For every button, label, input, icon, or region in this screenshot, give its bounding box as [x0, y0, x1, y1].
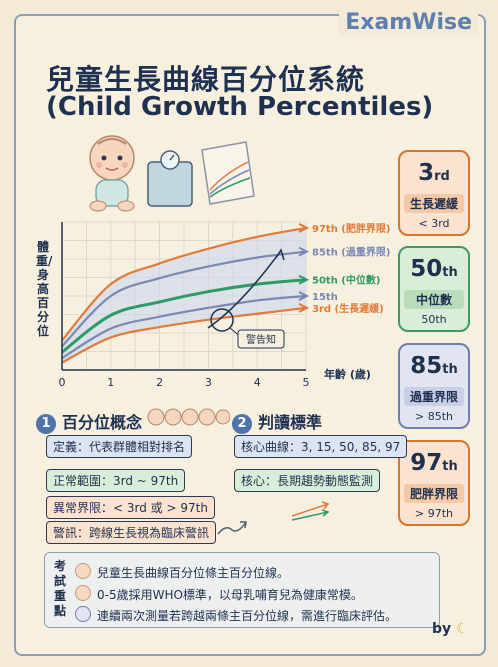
- series-label: 97th (肥胖界限): [312, 222, 390, 235]
- trend-up-icon: [217, 521, 247, 535]
- x-tick-label: 4: [254, 376, 261, 389]
- growth-chart: 0 1 2 3 4 5 97th (肥胖界限) 85th (過重界限) 50th (中位數) 1…: [59, 221, 390, 389]
- criteria-core-curves: 核心曲線：3, 15, 50, 85, 97: [234, 435, 408, 458]
- criteria-trend-monitoring: 核心：長期趨勢動態監測: [234, 469, 381, 492]
- card-85th: 85th 過重界限 > 85th: [398, 343, 470, 429]
- series-arrowhead: [298, 223, 310, 233]
- series-arrowhead: [298, 274, 310, 285]
- concept-abnormal-limit: 異常界限：< 3rd 或 > 97th: [46, 496, 215, 519]
- card-3rd: 3rd 生長遲緩 < 3rd: [398, 150, 470, 236]
- series-line: [61, 294, 307, 360]
- brand-logo: ExamWise: [339, 10, 478, 35]
- card-50th: 50th 中位數 50th: [398, 246, 470, 332]
- chart-arrowhead: [275, 248, 285, 261]
- baby-illustration: [89, 135, 135, 212]
- series-line: [61, 278, 307, 354]
- card-97th: 97th 肥胖界限 > 97th: [398, 440, 470, 526]
- card-50th-value: 50th: [421, 313, 447, 326]
- series-arrowhead: [298, 302, 310, 313]
- series-arrowhead: [298, 246, 310, 257]
- card-3rd-number: 3rd: [418, 160, 450, 186]
- x-tick-label: 2: [156, 376, 163, 389]
- series-label: 15th: [312, 292, 338, 303]
- byline: by ☾: [432, 621, 469, 637]
- trend-arrows-icon: [291, 501, 330, 521]
- chart-paper-illustration: [201, 141, 255, 205]
- series-line: [61, 250, 307, 348]
- section1-heading: 1 百分位概念: [36, 409, 142, 434]
- series-line: [61, 226, 307, 342]
- card-3rd-value: < 3rd: [418, 217, 450, 230]
- chart-y-label: 體重/身高百分位: [36, 240, 53, 338]
- chart-warning-arrow: [207, 251, 281, 329]
- chart-series-labels: 97th (肥胖界限) 85th (過重界限) 50th (中位數) 15th3rd …: [312, 222, 390, 315]
- page-subtitle: (Child Growth Percentiles): [46, 92, 434, 122]
- exam-note-3: 連續兩次測量若跨越兩條主百分位線，需進行臨床評估。: [75, 606, 397, 624]
- chart-annotation: 警告知: [246, 333, 276, 346]
- x-tick-label: 5: [303, 376, 310, 389]
- concept-definition: 定義：代表群體相對排名: [46, 435, 193, 458]
- concept-normal-range: 正常範圍：3rd ~ 97th: [46, 469, 186, 492]
- series-label: 50th (中位數): [312, 274, 380, 287]
- exam-note-1: 兒童生長曲線百分位條主百分位線。: [75, 563, 289, 581]
- chart-x-ticks: 0 1 2 3 4 5: [59, 376, 310, 389]
- x-tick-label: 0: [59, 376, 66, 389]
- doctor-icon: [75, 606, 91, 622]
- card-50th-number: 50th: [410, 256, 458, 282]
- series-label: 3rd (生長遲緩): [312, 302, 384, 315]
- x-tick-label: 3: [205, 376, 212, 389]
- card-97th-label: 肥胖界限: [404, 484, 464, 503]
- exam-notes-heading: 考試重點: [53, 559, 66, 618]
- chart-x-label: 年齡 (歲): [324, 367, 371, 381]
- series-line: [61, 306, 307, 364]
- series-arrowhead: [298, 291, 310, 301]
- x-tick-label: 1: [107, 376, 114, 389]
- card-97th-number: 97th: [410, 450, 458, 476]
- babies-illustration: [147, 408, 230, 426]
- card-85th-number: 85th: [410, 353, 458, 379]
- card-85th-value: > 85th: [415, 410, 453, 423]
- exam-note-2: 0-5歲採用WHO標準，以母乳哺育兒為健康常模。: [75, 585, 363, 603]
- baby-face-icon: [75, 585, 91, 601]
- banana-icon: ☾: [456, 621, 469, 637]
- page-title: 兒童生長曲線百分位系統: [46, 63, 366, 96]
- scale-illustration: [147, 150, 193, 207]
- card-3rd-label: 生長遲緩: [404, 194, 464, 213]
- card-85th-label: 過重界限: [404, 387, 464, 406]
- chart-lines: [61, 223, 310, 364]
- card-97th-value: > 97th: [415, 507, 453, 520]
- section2-heading: 2 判讀標準: [232, 409, 322, 434]
- baby-face-icon: [75, 563, 91, 579]
- exam-notes: 考試重點 兒童生長曲線百分位條主百分位線。 0-5歲採用WHO標準，以母乳哺育兒…: [44, 552, 440, 628]
- concept-warning: 警訊：跨線生長視為臨床警訊: [46, 521, 217, 544]
- card-50th-label: 中位數: [404, 290, 464, 309]
- chart-warning-circle: [210, 308, 234, 332]
- series-label: 85th (過重界限): [312, 246, 390, 259]
